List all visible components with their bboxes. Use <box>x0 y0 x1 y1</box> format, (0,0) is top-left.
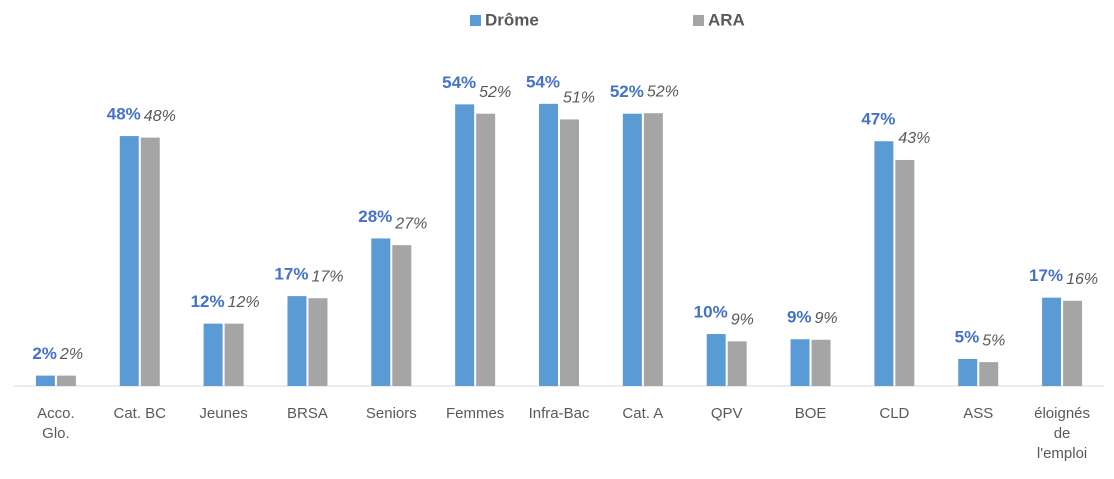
data-label: 17% <box>1029 266 1063 285</box>
x-tick-label: Cat. A <box>622 405 663 422</box>
data-label: 12% <box>228 294 260 311</box>
bar <box>643 113 663 386</box>
bar <box>895 159 915 386</box>
data-label: 17% <box>311 268 343 285</box>
bar <box>622 113 642 386</box>
legend-label: Drôme <box>485 10 539 29</box>
data-label: 9% <box>815 310 838 327</box>
bar <box>140 137 160 386</box>
data-label: 9% <box>731 312 754 329</box>
legend-swatch <box>693 15 704 26</box>
x-tick-label: Acco. Glo. <box>37 405 75 442</box>
legend-label: ARA <box>708 10 745 29</box>
data-label: 48% <box>107 105 141 124</box>
x-tick-label: CLD <box>879 405 909 422</box>
x-tick-label: BOE <box>795 405 827 422</box>
bar <box>790 339 810 386</box>
bar <box>811 339 831 386</box>
x-tick-label: Femmes <box>446 405 504 422</box>
data-label: 52% <box>479 84 511 101</box>
data-label: 51% <box>563 90 595 107</box>
bar <box>874 141 894 386</box>
bar <box>727 341 747 386</box>
bar <box>392 245 412 386</box>
data-label: 12% <box>191 292 225 311</box>
data-label: 5% <box>955 327 980 346</box>
x-tick-label: BRSA <box>287 405 328 422</box>
bar <box>706 334 726 386</box>
bar <box>455 104 475 386</box>
bar <box>119 136 139 386</box>
data-label: 43% <box>898 130 930 147</box>
x-tick-label: Jeunes <box>199 405 247 422</box>
data-label: 28% <box>358 207 392 226</box>
bar <box>539 103 558 387</box>
bar <box>308 298 328 386</box>
bar <box>958 358 978 386</box>
data-label: 16% <box>1066 271 1098 288</box>
bar <box>979 362 999 386</box>
bar <box>1042 297 1062 386</box>
bar <box>56 375 76 386</box>
data-label: 54% <box>442 73 476 92</box>
bar <box>560 119 579 386</box>
data-label: 27% <box>394 215 427 232</box>
bar <box>287 296 307 386</box>
data-label: 52% <box>610 82 644 101</box>
bar <box>224 323 244 386</box>
data-label: 5% <box>982 332 1005 349</box>
data-label: 2% <box>59 346 83 363</box>
data-label: 48% <box>144 108 176 125</box>
data-label: 2% <box>32 344 57 363</box>
data-label: 9% <box>787 308 812 327</box>
x-tick-label: Seniors <box>366 405 417 422</box>
x-tick-label: Infra-Bac <box>529 405 590 422</box>
bar <box>1063 300 1083 386</box>
data-label: 10% <box>694 303 728 322</box>
data-label: 54% <box>526 72 560 91</box>
data-label: 47% <box>861 110 895 129</box>
legend-swatch <box>470 15 481 26</box>
x-tick-label: éloignés de l'emploi <box>1034 405 1090 462</box>
bar <box>35 375 55 386</box>
data-label: 52% <box>647 83 679 100</box>
data-label: 17% <box>274 265 308 284</box>
bar <box>476 113 496 386</box>
bar <box>203 323 223 386</box>
x-tick-label: ASS <box>963 405 993 422</box>
x-tick-label: QPV <box>711 405 743 422</box>
bar <box>371 238 391 386</box>
x-tick-label: Cat. BC <box>114 405 167 422</box>
